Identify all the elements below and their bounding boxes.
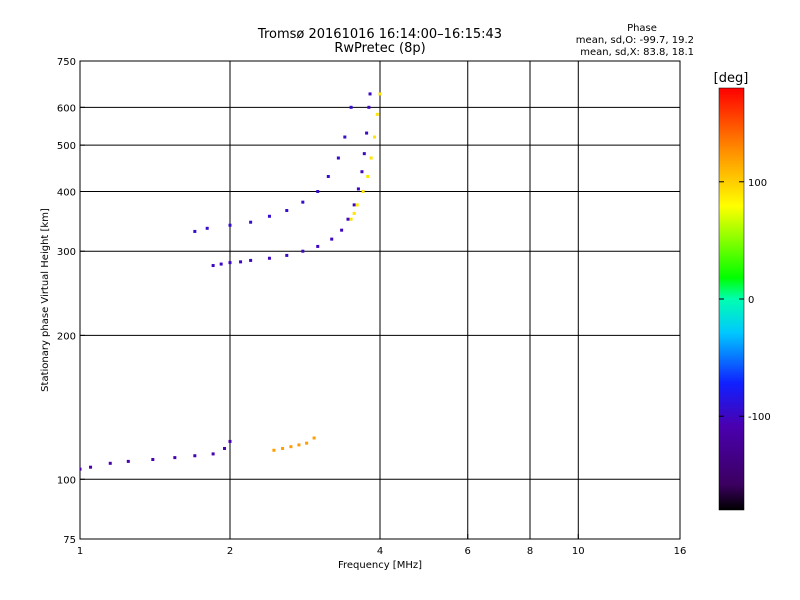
data-point	[305, 441, 309, 445]
y-tick-label: 750	[57, 57, 76, 68]
stats-heading: Phase	[627, 23, 657, 34]
data-point	[312, 436, 316, 440]
data-point	[368, 92, 372, 96]
x-tick-label: 4	[377, 546, 383, 557]
data-point	[228, 439, 232, 443]
y-axis-label: Stationary phase Virtual Height [km]	[40, 208, 51, 392]
x-tick-label: 8	[527, 546, 533, 557]
colorbar-tick-label: -100	[748, 412, 771, 423]
data-point	[193, 229, 197, 233]
x-tick-label: 2	[227, 546, 233, 557]
data-point	[301, 249, 305, 253]
y-tick-label: 300	[57, 247, 76, 258]
data-point	[340, 228, 344, 232]
y-tick-label: 600	[57, 103, 76, 114]
data-point	[267, 256, 271, 260]
data-point	[249, 220, 253, 224]
x-tick-label: 10	[572, 546, 585, 557]
data-point	[366, 174, 370, 178]
data-point	[365, 131, 369, 135]
data-point	[211, 264, 215, 268]
data-point	[369, 156, 373, 160]
data-point	[349, 217, 353, 221]
data-point	[285, 209, 289, 213]
stats-line-x: mean, sd,X: 83.8, 18.1	[580, 47, 694, 58]
data-point	[362, 152, 366, 156]
data-point	[281, 446, 285, 450]
x-tick-label: 6	[465, 546, 471, 557]
chart-title: Tromsø 20161016 16:14:00–16:15:43	[257, 27, 502, 42]
y-tick-label: 400	[57, 187, 76, 198]
data-point	[367, 105, 371, 109]
data-point	[151, 457, 155, 461]
data-point	[352, 203, 356, 207]
data-point	[285, 253, 289, 257]
data-point	[301, 200, 305, 204]
data-point	[211, 452, 215, 456]
data-point	[173, 456, 177, 460]
data-point	[239, 260, 243, 264]
data-point	[352, 211, 356, 215]
data-point	[193, 454, 197, 458]
data-point	[356, 187, 360, 191]
y-tick-label: 200	[57, 331, 76, 342]
y-axis-ticks: 75 100 200 300 400 500 600 750	[57, 57, 85, 546]
data-point	[228, 223, 232, 227]
chart-subtitle: RwPretec (8p)	[334, 41, 425, 56]
data-points	[80, 92, 382, 471]
data-point	[326, 174, 330, 178]
y-tick-label: 75	[63, 535, 76, 546]
data-point	[316, 189, 320, 193]
data-point	[316, 244, 320, 248]
data-point	[249, 258, 253, 262]
data-point	[355, 203, 359, 207]
data-point	[361, 189, 365, 193]
colorbar-label: [deg]	[714, 71, 749, 86]
data-point	[89, 465, 93, 469]
data-point	[373, 135, 377, 139]
x-axis-ticks: 1 2 4 6 8 10 16	[77, 534, 687, 557]
gridlines	[80, 61, 680, 539]
data-point	[267, 214, 271, 218]
data-point	[375, 112, 379, 116]
x-axis-label: Frequency [MHz]	[338, 560, 422, 571]
data-point	[336, 156, 340, 160]
data-point	[346, 217, 350, 221]
colorbar-tick-label: 100	[748, 178, 767, 189]
data-point	[378, 92, 382, 96]
y-tick-label: 100	[57, 475, 76, 486]
data-point	[272, 448, 276, 452]
data-point	[349, 105, 353, 109]
data-point	[330, 237, 334, 241]
colorbar-tick-label: 0	[748, 295, 754, 306]
data-point	[289, 445, 293, 449]
data-point	[205, 226, 209, 230]
data-point	[228, 261, 232, 265]
data-point	[108, 461, 112, 465]
data-point	[297, 443, 301, 447]
data-point	[126, 459, 130, 463]
x-tick-label: 16	[674, 546, 687, 557]
y-tick-label: 500	[57, 141, 76, 152]
data-point	[343, 135, 347, 139]
colorbar-ticks: 100 0 -100	[719, 178, 771, 423]
x-tick-label: 1	[77, 546, 83, 557]
data-point	[219, 262, 223, 266]
data-point	[223, 446, 227, 450]
data-point	[80, 467, 82, 471]
data-point	[360, 170, 364, 174]
stats-line-o: mean, sd,O: -99.7, 19.2	[576, 35, 694, 46]
